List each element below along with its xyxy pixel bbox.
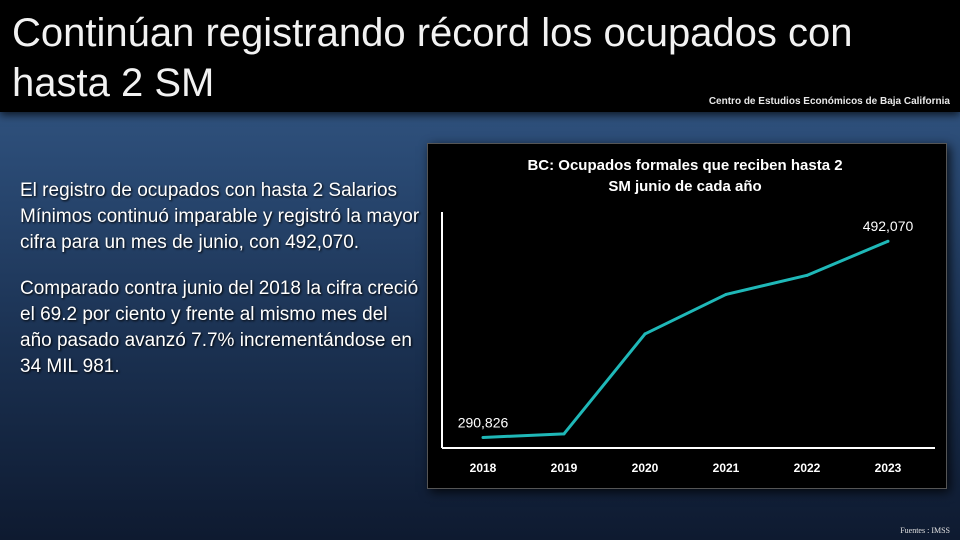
summary-text: El registro de ocupados con hasta 2 Sala… (20, 178, 420, 400)
data-point-2022 (805, 273, 809, 277)
data-point-2019 (562, 432, 566, 436)
chart-title-line-2: SM junio de cada año (608, 178, 761, 195)
page-title: Continúan registrando récord los ocupado… (12, 11, 853, 105)
summary-paragraph-1: El registro de ocupados con hasta 2 Sala… (20, 180, 420, 253)
chart-panel: BC: Ocupados formales que reciben hasta … (427, 143, 947, 489)
x-tick-label-2018: 2018 (470, 461, 497, 475)
data-point-2018 (481, 435, 485, 439)
chart-title-line-1: BC: Ocupados formales que reciben hasta … (527, 157, 842, 174)
series-line (482, 239, 889, 439)
x-tick-label-2019: 2019 (551, 461, 578, 475)
x-tick-label-2020: 2020 (632, 461, 659, 475)
header-bar: Continúan registrando récord los ocupado… (0, 0, 960, 112)
summary-paragraph-2: Comparado contra junio del 2018 la cifra… (20, 278, 419, 377)
data-label-2023: 492,070 (863, 218, 914, 234)
data-label-2018: 290,826 (458, 414, 509, 430)
data-point-2021 (724, 292, 728, 296)
source-note: Fuentes : IMSS (900, 526, 950, 535)
x-tick-label-2021: 2021 (713, 461, 740, 475)
organization-name: Centro de Estudios Económicos de Baja Ca… (708, 96, 950, 107)
x-tick-label-2023: 2023 (875, 461, 902, 475)
x-tick-label-2022: 2022 (794, 461, 821, 475)
line-chart: BC: Ocupados formales que reciben hasta … (441, 157, 935, 475)
data-point-2023 (886, 239, 890, 243)
data-point-2020 (643, 332, 647, 336)
